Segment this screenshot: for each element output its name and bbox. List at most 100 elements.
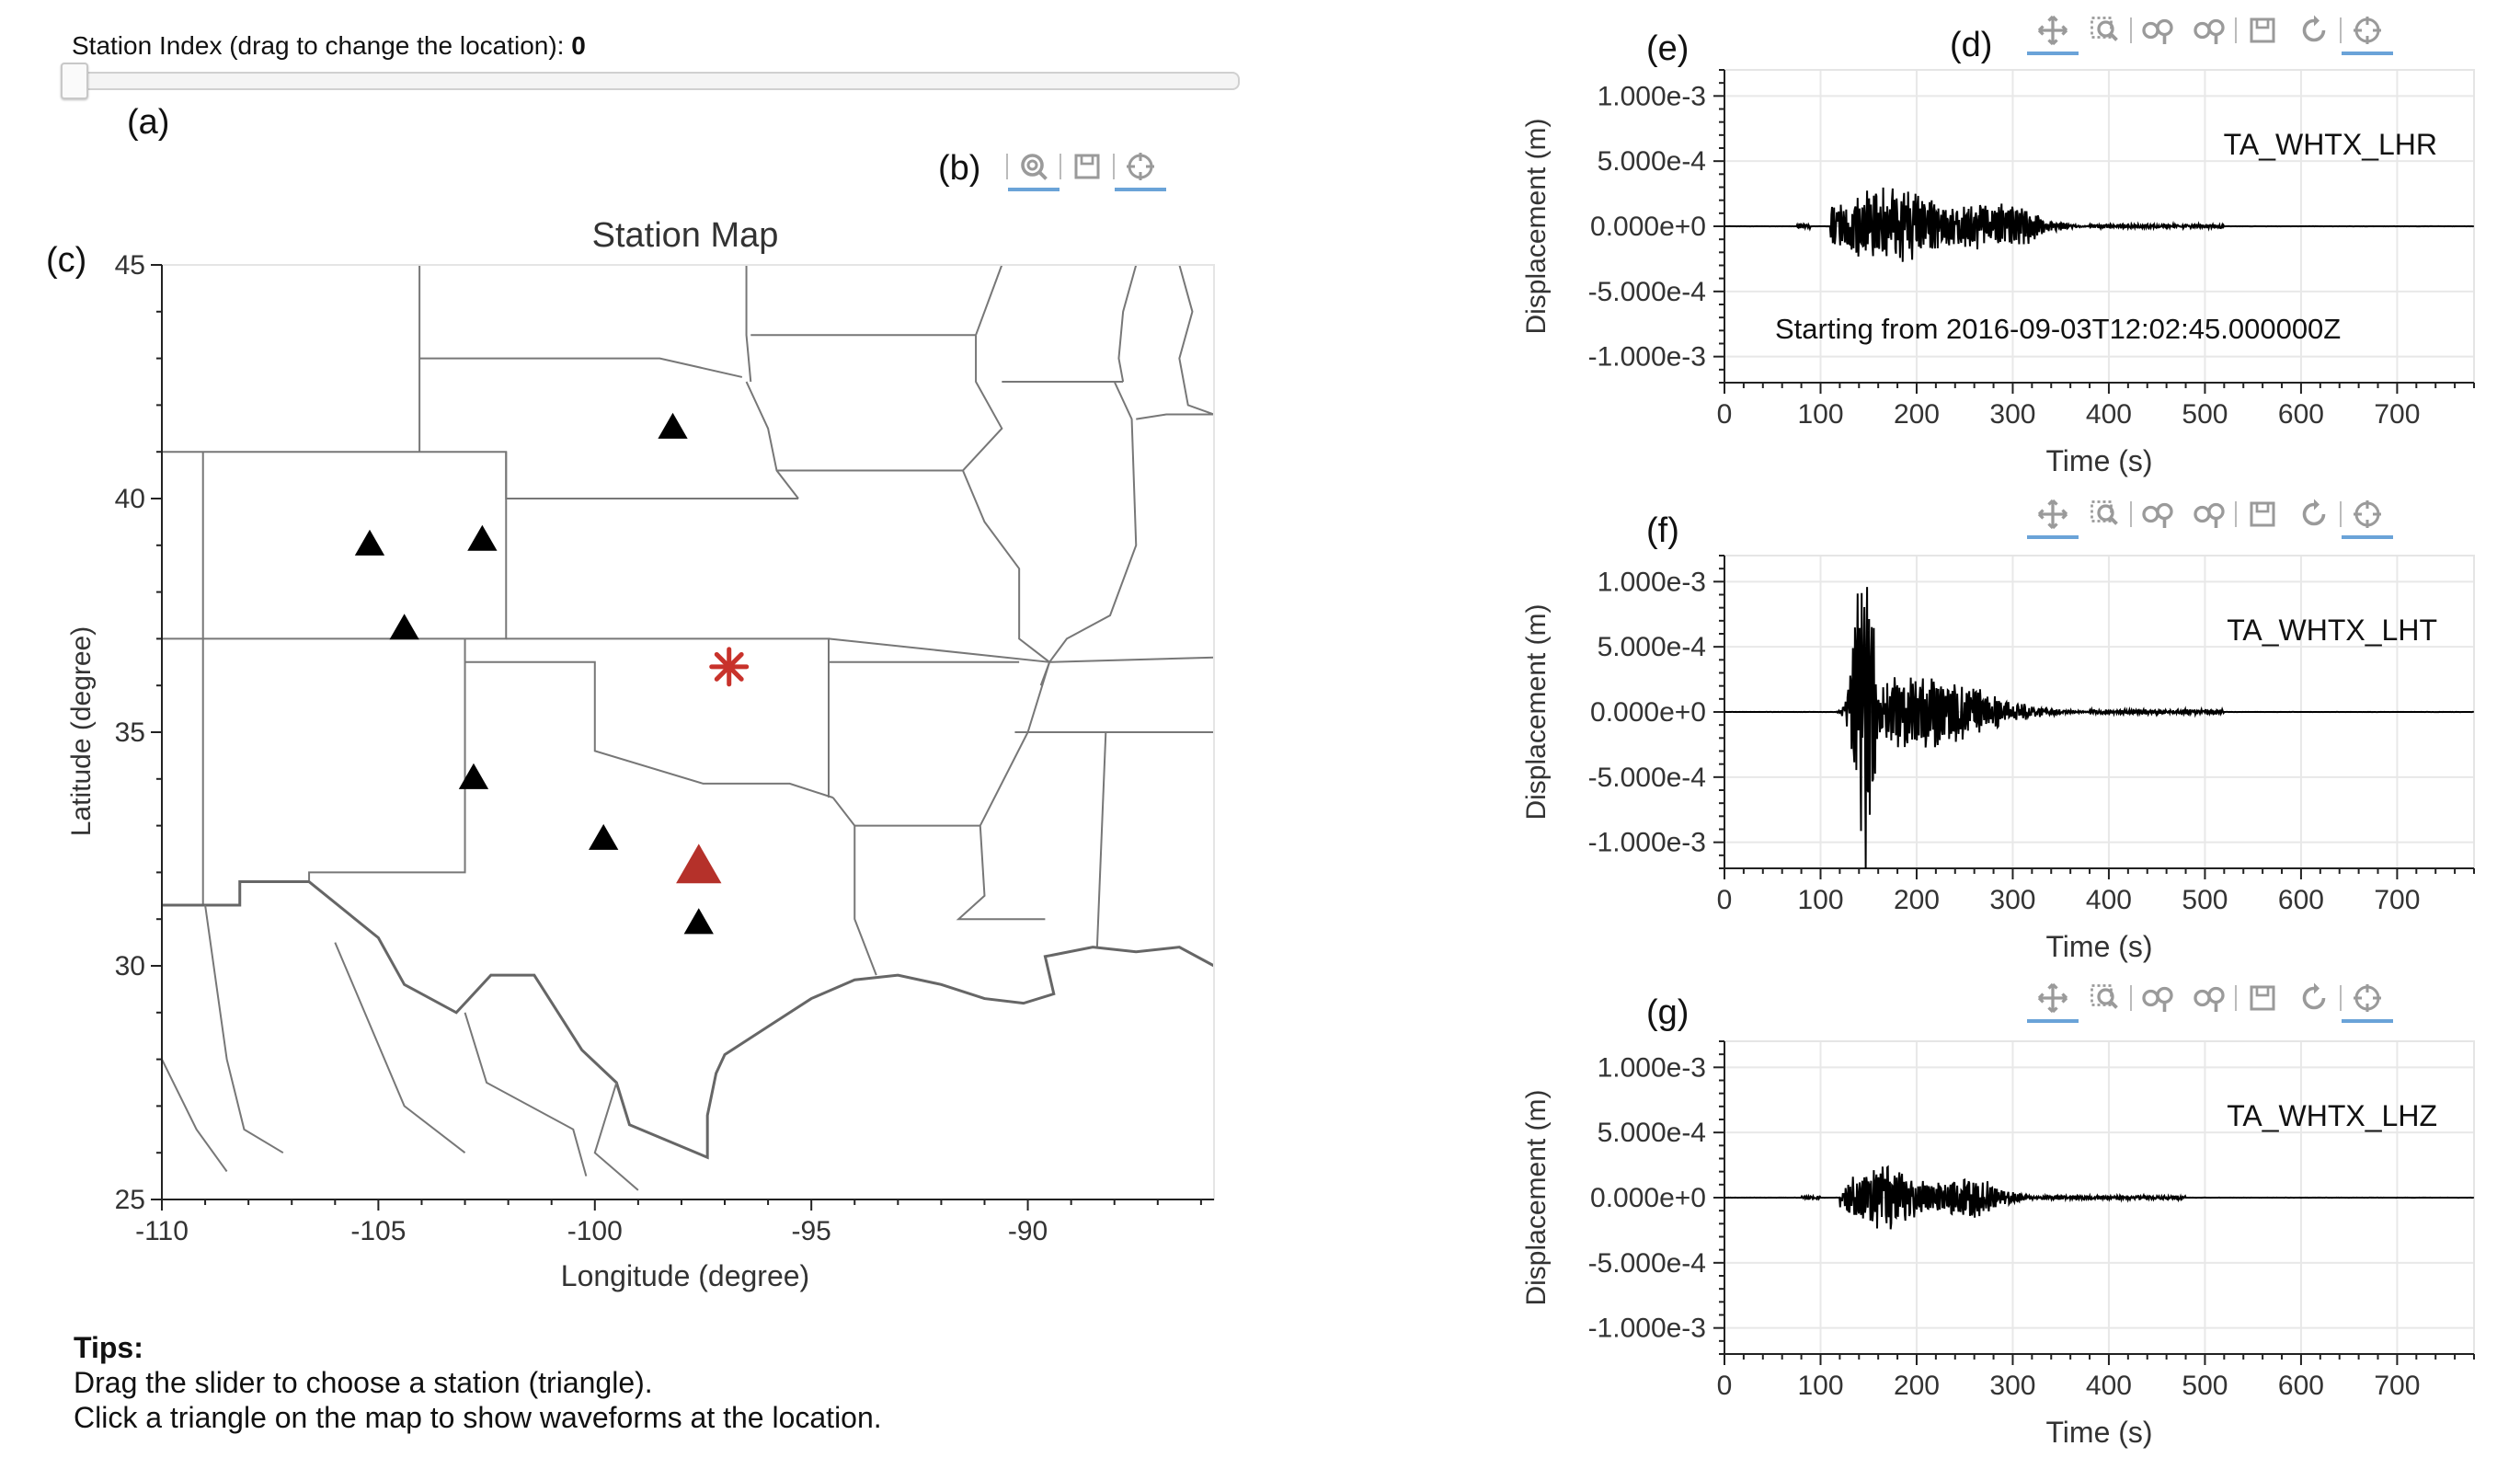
state-border [1048, 381, 1138, 663]
station-triangle[interactable] [589, 823, 619, 850]
waveform-x-tick-label: 100 [1797, 885, 1843, 915]
station-triangle[interactable] [458, 763, 489, 789]
wheel-zoom-x-tool[interactable] [2132, 6, 2183, 55]
panel-label-g: (g) [1646, 993, 1690, 1032]
hover-icon [1127, 153, 1154, 180]
state-border [745, 265, 752, 383]
waveform-channel-label: TA_WHTX_LHR [2224, 128, 2437, 161]
pan-tool[interactable] [2027, 489, 2079, 539]
waveform-y-tick-label: 5.000e-4 [1598, 1118, 1706, 1148]
waveform-x-axis-label: Time (s) [2045, 1416, 2152, 1449]
panel-label-c: (c) [46, 241, 87, 280]
mexico-state-border [204, 904, 284, 1154]
waveform-channel-label: TA_WHTX_LHT [2227, 614, 2437, 647]
save-tool[interactable] [2237, 489, 2288, 539]
reset-icon [2302, 15, 2326, 42]
wheel-zoom-y-icon [2194, 502, 2225, 528]
toolbar-separator [1060, 154, 1061, 179]
state-border [308, 638, 466, 882]
waveform-y-axis-label: Displacement (m) [1521, 603, 1552, 820]
state-border [162, 451, 508, 640]
reset-tool[interactable] [2288, 973, 2340, 1023]
box-zoom-tool[interactable] [2079, 6, 2130, 55]
save-icon [2250, 17, 2275, 43]
waveform-x-tick-label: 200 [1894, 399, 1940, 430]
waveform-plot-f[interactable]: 1.000e-3 5.000e-4 0.000e+0 -5.000e-4 -1.000e… [1521, 555, 2475, 963]
wheel-zoom-x-tool[interactable] [2132, 973, 2183, 1023]
waveform-plot-g[interactable]: 1.000e-3 5.000e-4 0.000e+0 -5.000e-4 -1.000e… [1521, 1040, 2475, 1449]
map-y-axis-label: Latitude (degree) [66, 626, 97, 837]
waveform-y-tick-label: 1.000e-3 [1598, 81, 1706, 111]
us-mexico-border [162, 880, 310, 907]
waveform-x-tick-label: 500 [2182, 1371, 2228, 1401]
hover-icon [2354, 17, 2381, 44]
box-zoom-tool[interactable] [2079, 973, 2130, 1023]
wheel-zoom-y-tool[interactable] [2183, 6, 2235, 55]
state-border [464, 660, 834, 799]
station-triangle[interactable] [658, 412, 688, 439]
waveform-panels[interactable]: 1.000e-3 5.000e-4 0.000e+0 -5.000e-4 -1.000e… [1472, 0, 2520, 1469]
event-star-ray [714, 651, 744, 682]
waveform-x-axis-label: Time (s) [2045, 444, 2152, 477]
state-border [1136, 413, 1214, 420]
station-triangle[interactable] [467, 524, 498, 551]
slider-value: 0 [571, 31, 586, 60]
hover-tool[interactable] [1115, 142, 1166, 191]
reset-icon [2302, 982, 2326, 1010]
waveform-plot-e[interactable]: 1.000e-3 5.000e-4 0.000e+0 -5.000e-4 -1.000e… [1521, 69, 2475, 477]
box-zoom-icon [2090, 17, 2118, 41]
waveform-x-tick-label: 200 [1894, 885, 1940, 915]
station-triangle[interactable] [354, 529, 385, 556]
state-border [975, 264, 1003, 336]
waveform-y-tick-label: 5.000e-4 [1598, 632, 1706, 662]
map-title: Station Map [592, 216, 779, 255]
reset-tool[interactable] [2288, 489, 2340, 539]
waveform-y-axis-label: Displacement (m) [1521, 1089, 1552, 1305]
toolbar-separator [2235, 17, 2237, 43]
save-tool[interactable] [2237, 973, 2288, 1023]
station-triangle[interactable] [683, 908, 714, 935]
waveform-y-tick-label: -5.000e-4 [1588, 277, 1706, 307]
wheel-zoom-icon [1021, 154, 1048, 180]
map-x-tick-label: -110 [135, 1216, 189, 1246]
state-border [956, 470, 1051, 921]
reset-tool[interactable] [2288, 6, 2340, 55]
hover-icon [2354, 500, 2381, 528]
wheel-zoom-y-tool[interactable] [2183, 973, 2235, 1023]
hover-tool[interactable] [2342, 6, 2393, 55]
waveform-x-tick-label: 200 [1894, 1371, 1940, 1401]
waveform-x-tick-label: 300 [1989, 399, 2035, 430]
save-tool[interactable] [2237, 6, 2288, 55]
state-border [1117, 264, 1138, 383]
state-border [853, 825, 877, 976]
pan-tool[interactable] [2027, 973, 2079, 1023]
selected-station-triangle[interactable] [676, 844, 722, 884]
panel-label-f: (f) [1646, 511, 1679, 550]
station-triangle[interactable] [389, 614, 419, 640]
pan-tool[interactable] [2027, 6, 2079, 55]
map-y-tick-label: 30 [115, 951, 145, 981]
map-y-tick-label: 45 [115, 250, 145, 281]
state-border [505, 452, 799, 499]
hover-tool[interactable] [2342, 973, 2393, 1023]
waveform-x-tick-label: 100 [1797, 399, 1843, 430]
box-zoom-icon [2090, 984, 2118, 1009]
toolbar-separator [2235, 501, 2237, 527]
station-map[interactable]: Station Map -110 -105 -100 -95 -90 25 30 35 40 45… [0, 202, 1251, 1306]
coastline [308, 880, 1215, 1160]
wheel-zoom-y-icon [2194, 986, 2225, 1012]
waveform-y-tick-label: -1.000e-3 [1588, 342, 1706, 373]
wheel-zoom-y-tool[interactable] [2183, 489, 2235, 539]
map-x-tick-label: -105 [350, 1216, 406, 1246]
save-tool[interactable] [1061, 142, 1113, 191]
mexico-state-border [464, 1012, 588, 1176]
wheel-zoom-tool[interactable] [1008, 142, 1060, 191]
pan-icon [2037, 15, 2068, 46]
box-zoom-tool[interactable] [2079, 489, 2130, 539]
wheel-zoom-x-tool[interactable] [2132, 489, 2183, 539]
station-index-slider-track[interactable] [72, 72, 1240, 90]
waveform-toolbar-e [2027, 6, 2393, 55]
waveform-y-tick-label: 1.000e-3 [1598, 567, 1706, 597]
hover-tool[interactable] [2342, 489, 2393, 539]
station-index-slider-handle[interactable] [61, 63, 88, 99]
